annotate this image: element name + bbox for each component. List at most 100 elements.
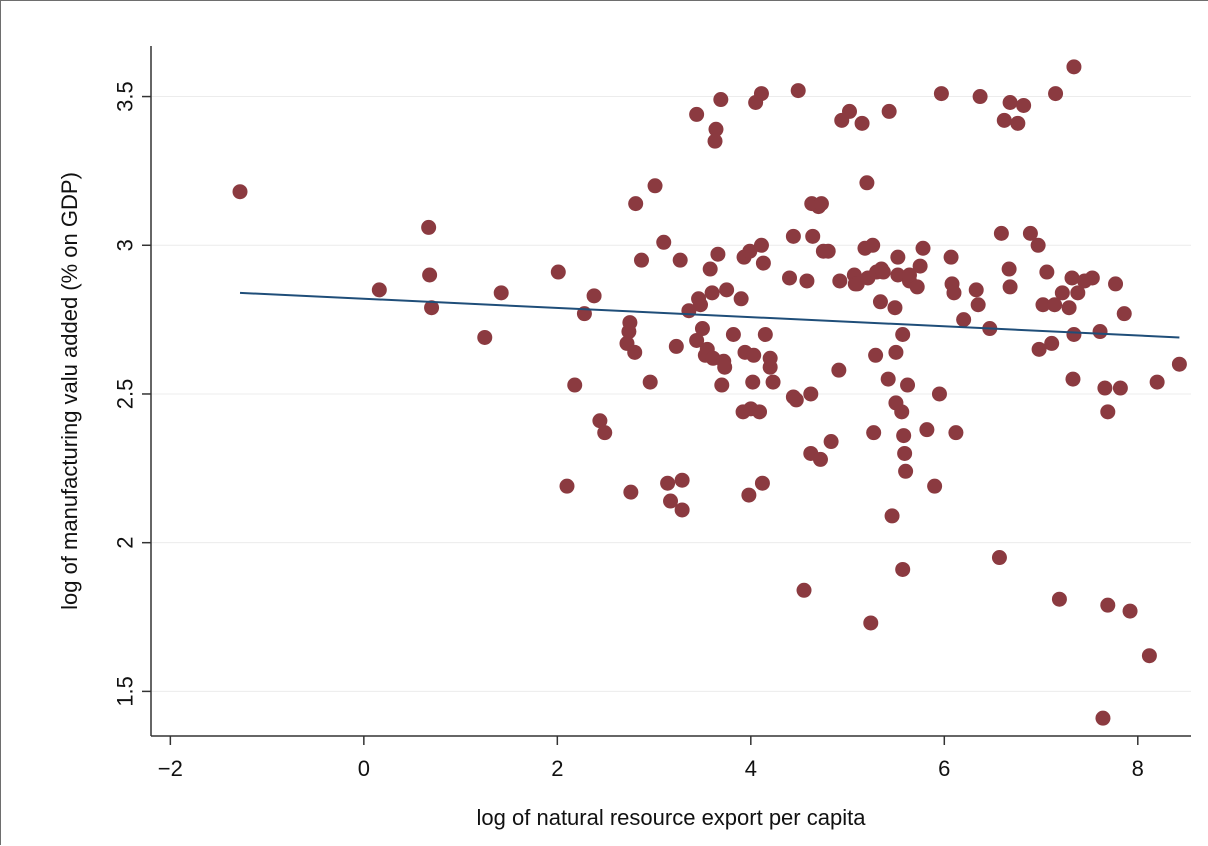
data-point bbox=[1061, 300, 1077, 316]
data-point bbox=[642, 374, 658, 390]
data-point bbox=[872, 294, 888, 310]
data-point bbox=[880, 371, 896, 387]
data-point bbox=[1010, 115, 1026, 131]
data-point bbox=[1047, 297, 1063, 313]
data-point bbox=[868, 347, 884, 363]
data-point bbox=[909, 279, 925, 295]
data-point bbox=[915, 240, 931, 256]
data-point bbox=[823, 434, 839, 450]
data-point bbox=[717, 359, 733, 375]
data-point bbox=[884, 508, 900, 524]
data-point bbox=[1048, 86, 1064, 102]
data-point bbox=[933, 86, 949, 102]
data-point bbox=[832, 273, 848, 289]
data-point bbox=[741, 487, 757, 503]
y-tick-label: 3.5 bbox=[113, 81, 138, 112]
data-points bbox=[232, 59, 1187, 726]
data-point bbox=[897, 445, 913, 461]
data-point bbox=[592, 413, 608, 429]
data-point bbox=[1097, 380, 1113, 396]
data-point bbox=[693, 297, 709, 313]
data-point bbox=[232, 184, 248, 200]
data-point bbox=[719, 282, 735, 298]
data-point bbox=[1066, 59, 1082, 75]
data-point bbox=[896, 428, 912, 444]
data-point bbox=[493, 285, 509, 301]
data-point bbox=[890, 249, 906, 265]
data-point bbox=[627, 344, 643, 360]
y-axis-title: log of manufacturing valu added (% on GD… bbox=[57, 172, 82, 610]
data-point bbox=[1044, 335, 1060, 351]
data-point bbox=[1031, 341, 1047, 357]
data-point bbox=[805, 228, 821, 244]
y-axis-ticks: 1.5 2 2.5 3 3.5 bbox=[113, 81, 151, 707]
data-point bbox=[755, 255, 771, 271]
data-point bbox=[1116, 306, 1132, 322]
x-axis-title: log of natural resource export per capit… bbox=[477, 805, 867, 830]
data-point bbox=[745, 374, 761, 390]
data-point bbox=[708, 121, 724, 137]
data-point bbox=[586, 288, 602, 304]
data-point bbox=[550, 264, 566, 280]
data-point bbox=[663, 493, 679, 509]
data-point bbox=[1066, 326, 1082, 342]
data-point bbox=[895, 561, 911, 577]
data-point bbox=[888, 344, 904, 360]
data-point bbox=[1002, 95, 1018, 111]
y-tick-label: 3 bbox=[113, 239, 138, 251]
data-point bbox=[694, 321, 710, 337]
data-point bbox=[757, 326, 773, 342]
data-point bbox=[1030, 237, 1046, 253]
data-point bbox=[1092, 324, 1108, 340]
data-point bbox=[972, 89, 988, 105]
data-point bbox=[782, 270, 798, 286]
data-point bbox=[689, 332, 705, 348]
x-tick-label: 4 bbox=[745, 756, 757, 781]
data-point bbox=[647, 178, 663, 194]
data-point bbox=[1149, 374, 1165, 390]
data-point bbox=[946, 285, 962, 301]
data-point bbox=[424, 300, 440, 316]
data-point bbox=[895, 326, 911, 342]
data-point bbox=[633, 252, 649, 268]
data-point bbox=[931, 386, 947, 402]
data-point bbox=[733, 291, 749, 307]
data-point bbox=[785, 228, 801, 244]
data-point bbox=[1122, 603, 1138, 619]
data-point bbox=[788, 392, 804, 408]
data-point bbox=[1100, 404, 1116, 420]
data-point bbox=[927, 478, 943, 494]
x-tick-label: 2 bbox=[551, 756, 563, 781]
data-point bbox=[422, 267, 438, 283]
x-tick-label: −2 bbox=[158, 756, 183, 781]
fit-line-layer bbox=[239, 291, 1180, 339]
y-tick-label: 2.5 bbox=[113, 379, 138, 410]
data-point bbox=[668, 338, 684, 354]
data-point bbox=[996, 112, 1012, 128]
data-point bbox=[371, 282, 387, 298]
data-point bbox=[956, 312, 972, 328]
data-point bbox=[1141, 648, 1157, 664]
data-point bbox=[660, 475, 676, 491]
data-point bbox=[970, 297, 986, 313]
x-tick-label: 0 bbox=[358, 756, 370, 781]
data-point bbox=[854, 115, 870, 131]
data-point bbox=[725, 326, 741, 342]
data-point bbox=[1084, 270, 1100, 286]
data-point bbox=[1095, 710, 1111, 726]
x-tick-label: 8 bbox=[1132, 756, 1144, 781]
data-point bbox=[948, 425, 964, 441]
data-point bbox=[752, 404, 768, 420]
data-point bbox=[887, 300, 903, 316]
data-point bbox=[753, 237, 769, 253]
data-point bbox=[820, 243, 836, 259]
data-point bbox=[1016, 97, 1032, 113]
data-point bbox=[702, 261, 718, 277]
data-point bbox=[1065, 371, 1081, 387]
data-point bbox=[710, 246, 726, 262]
data-point bbox=[765, 374, 781, 390]
data-point bbox=[1100, 597, 1116, 613]
data-point bbox=[890, 267, 906, 283]
data-point bbox=[742, 243, 758, 259]
data-point bbox=[674, 502, 690, 518]
